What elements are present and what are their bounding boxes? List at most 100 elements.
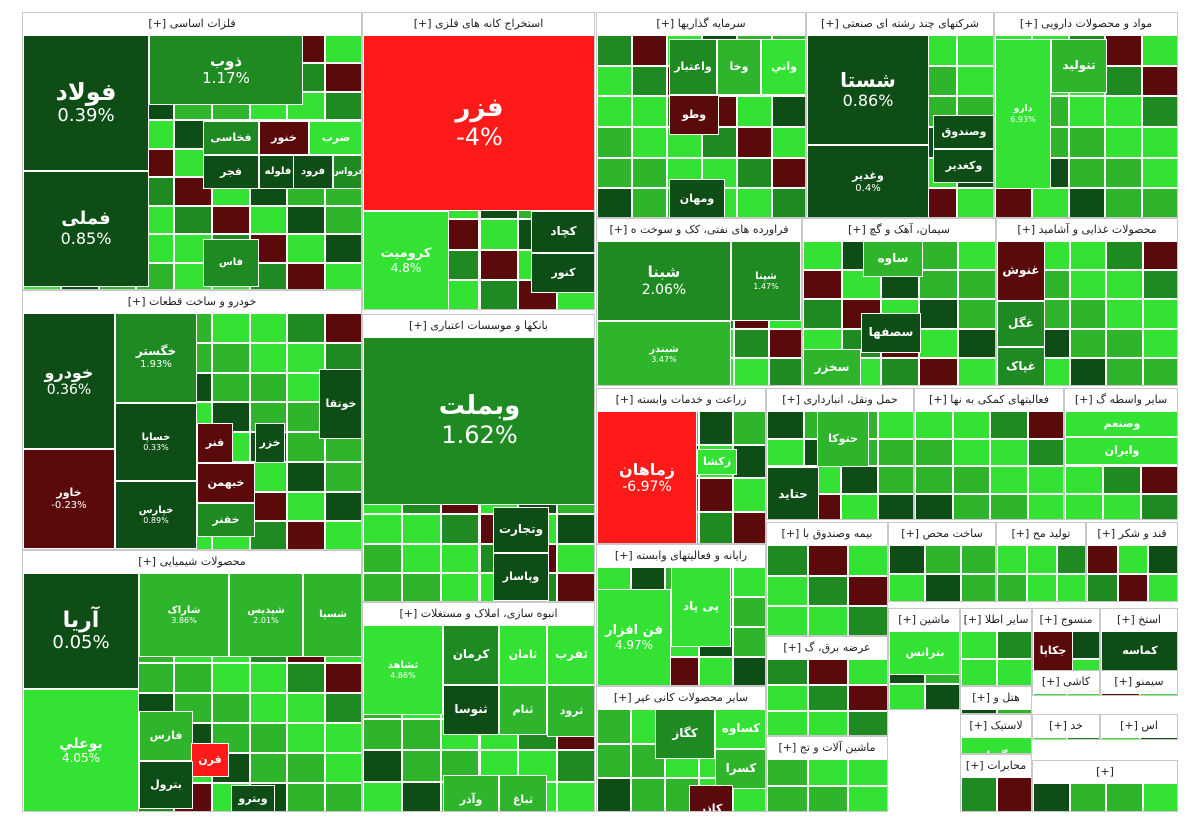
minor-stock-tile[interactable] <box>1105 127 1143 158</box>
minor-stock-tile[interactable] <box>925 684 959 709</box>
minor-stock-tile[interactable] <box>287 342 326 373</box>
stock-tile[interactable]: ثباغ <box>499 775 547 811</box>
minor-stock-tile[interactable] <box>440 514 480 544</box>
minor-stock-tile[interactable] <box>961 631 997 659</box>
minor-stock-tile[interactable] <box>249 723 288 753</box>
sector-header[interactable]: عرضه برق، گ [+] <box>767 637 887 660</box>
minor-stock-tile[interactable] <box>1142 357 1177 385</box>
stock-tile[interactable]: فجر <box>203 155 259 189</box>
minor-stock-tile[interactable] <box>479 280 519 309</box>
minor-stock-tile[interactable] <box>557 543 594 574</box>
minor-stock-tile[interactable] <box>325 313 361 343</box>
minor-stock-tile[interactable] <box>1141 493 1177 519</box>
minor-stock-tile[interactable] <box>699 478 733 512</box>
minor-stock-tile[interactable] <box>597 743 631 779</box>
stock-tile[interactable]: فرود <box>293 155 333 189</box>
minor-stock-tile[interactable] <box>957 35 993 66</box>
stock-tile[interactable]: گدنا <box>961 737 1031 753</box>
stock-tile[interactable]: خفنر <box>197 503 255 537</box>
minor-stock-tile[interactable] <box>848 711 887 735</box>
minor-stock-tile[interactable] <box>363 750 402 782</box>
minor-stock-tile[interactable] <box>287 693 326 723</box>
minor-stock-tile[interactable] <box>1067 737 1099 739</box>
minor-stock-tile[interactable] <box>1142 65 1177 97</box>
minor-stock-tile[interactable] <box>440 573 480 601</box>
stock-tile[interactable]: فنر <box>197 423 233 463</box>
stock-tile[interactable]: ذوب 1.17% <box>149 35 303 105</box>
stock-tile[interactable]: شبنا 2.06% <box>597 241 731 321</box>
minor-stock-tile[interactable] <box>1142 127 1177 158</box>
minor-stock-tile[interactable] <box>211 205 250 235</box>
minor-stock-tile[interactable] <box>211 372 250 403</box>
minor-stock-tile[interactable] <box>632 35 667 66</box>
minor-stock-tile[interactable] <box>1068 157 1106 189</box>
minor-stock-tile[interactable] <box>1142 328 1177 358</box>
minor-stock-tile[interactable] <box>915 466 953 494</box>
sector-header[interactable]: اس [+] <box>1101 715 1177 738</box>
minor-stock-tile[interactable] <box>699 511 733 543</box>
minor-stock-tile[interactable] <box>632 157 667 189</box>
minor-stock-tile[interactable] <box>363 573 402 601</box>
sector-header[interactable]: تولید مح [+] <box>997 523 1085 546</box>
minor-stock-tile[interactable] <box>1105 35 1143 66</box>
minor-stock-tile[interactable] <box>1068 188 1106 217</box>
minor-stock-tile[interactable] <box>1142 157 1177 189</box>
sector-header[interactable]: سیمنو [+] <box>1101 671 1177 694</box>
minor-stock-tile[interactable] <box>1027 438 1063 466</box>
minor-stock-tile[interactable] <box>325 461 361 492</box>
minor-stock-tile[interactable] <box>1142 96 1177 127</box>
sector-header[interactable]: سرمایه گذاریها [+] <box>597 13 805 36</box>
minor-stock-tile[interactable] <box>767 411 804 439</box>
minor-stock-tile[interactable] <box>767 711 808 735</box>
minor-stock-tile[interactable] <box>401 573 441 601</box>
sector-header[interactable]: انبوه سازی، املاک و مستغلات [+] <box>363 603 594 626</box>
minor-stock-tile[interactable] <box>734 328 769 358</box>
sector-header[interactable]: ماشین آلات و تج [+] <box>767 737 887 760</box>
minor-stock-tile[interactable] <box>1087 545 1118 574</box>
stock-tile[interactable]: خزر <box>255 423 285 463</box>
minor-stock-tile[interactable] <box>249 491 288 522</box>
minor-stock-tile[interactable] <box>1033 693 1067 695</box>
stock-tile[interactable]: فلوله <box>259 155 297 189</box>
minor-stock-tile[interactable] <box>1106 328 1143 358</box>
minor-stock-tile[interactable] <box>1117 574 1149 601</box>
minor-stock-tile[interactable] <box>807 545 849 576</box>
minor-stock-tile[interactable] <box>1033 737 1067 739</box>
minor-stock-tile[interactable] <box>557 781 594 811</box>
stock-tile[interactable]: آریا 0.05% <box>23 573 139 689</box>
minor-stock-tile[interactable] <box>325 663 361 693</box>
minor-stock-tile[interactable] <box>848 659 887 685</box>
minor-stock-tile[interactable] <box>1148 574 1177 601</box>
stock-tile[interactable]: کنور <box>531 253 594 293</box>
stock-tile[interactable]: شپدیس 2.01% <box>229 573 303 657</box>
minor-stock-tile[interactable] <box>363 781 402 811</box>
minor-stock-tile[interactable] <box>889 684 925 709</box>
minor-stock-tile[interactable] <box>737 96 772 127</box>
stock-tile[interactable]: خنور <box>259 121 309 155</box>
minor-stock-tile[interactable] <box>174 205 212 235</box>
minor-stock-tile[interactable] <box>479 249 519 281</box>
minor-stock-tile[interactable] <box>767 759 808 786</box>
minor-stock-tile[interactable] <box>1068 96 1106 127</box>
minor-stock-tile[interactable] <box>249 342 288 373</box>
minor-stock-tile[interactable] <box>1027 545 1057 574</box>
stock-tile[interactable]: ساوه <box>863 241 923 277</box>
minor-stock-tile[interactable] <box>952 466 990 494</box>
minor-stock-tile[interactable] <box>1106 270 1143 300</box>
stock-tile[interactable]: ثشاهد 4.86% <box>363 625 443 715</box>
stock-tile[interactable]: وطو <box>669 95 719 135</box>
minor-stock-tile[interactable] <box>249 205 288 235</box>
minor-stock-tile[interactable] <box>807 786 849 811</box>
minor-stock-tile[interactable] <box>325 35 361 64</box>
stock-tile[interactable]: ثنوسا <box>443 685 499 735</box>
stock-tile[interactable]: وصنعم <box>1065 411 1177 437</box>
minor-stock-tile[interactable] <box>325 521 361 549</box>
minor-stock-tile[interactable] <box>699 657 733 685</box>
minor-stock-tile[interactable] <box>1101 737 1140 739</box>
minor-stock-tile[interactable] <box>803 270 842 300</box>
stock-tile[interactable]: کچاد <box>531 211 594 253</box>
minor-stock-tile[interactable] <box>1103 466 1141 494</box>
minor-stock-tile[interactable] <box>287 313 326 343</box>
stock-tile[interactable]: فرواس <box>333 155 361 189</box>
sector-header[interactable]: کاشی [+] <box>1033 671 1099 694</box>
